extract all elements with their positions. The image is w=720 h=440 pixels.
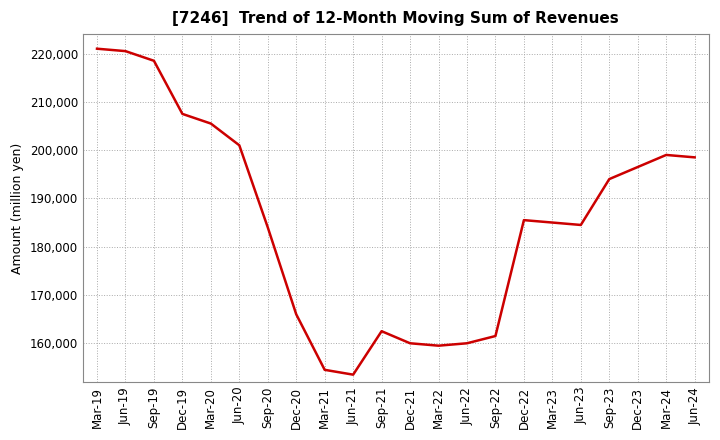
Title: [7246]  Trend of 12-Month Moving Sum of Revenues: [7246] Trend of 12-Month Moving Sum of R… xyxy=(173,11,619,26)
Y-axis label: Amount (million yen): Amount (million yen) xyxy=(11,143,24,274)
